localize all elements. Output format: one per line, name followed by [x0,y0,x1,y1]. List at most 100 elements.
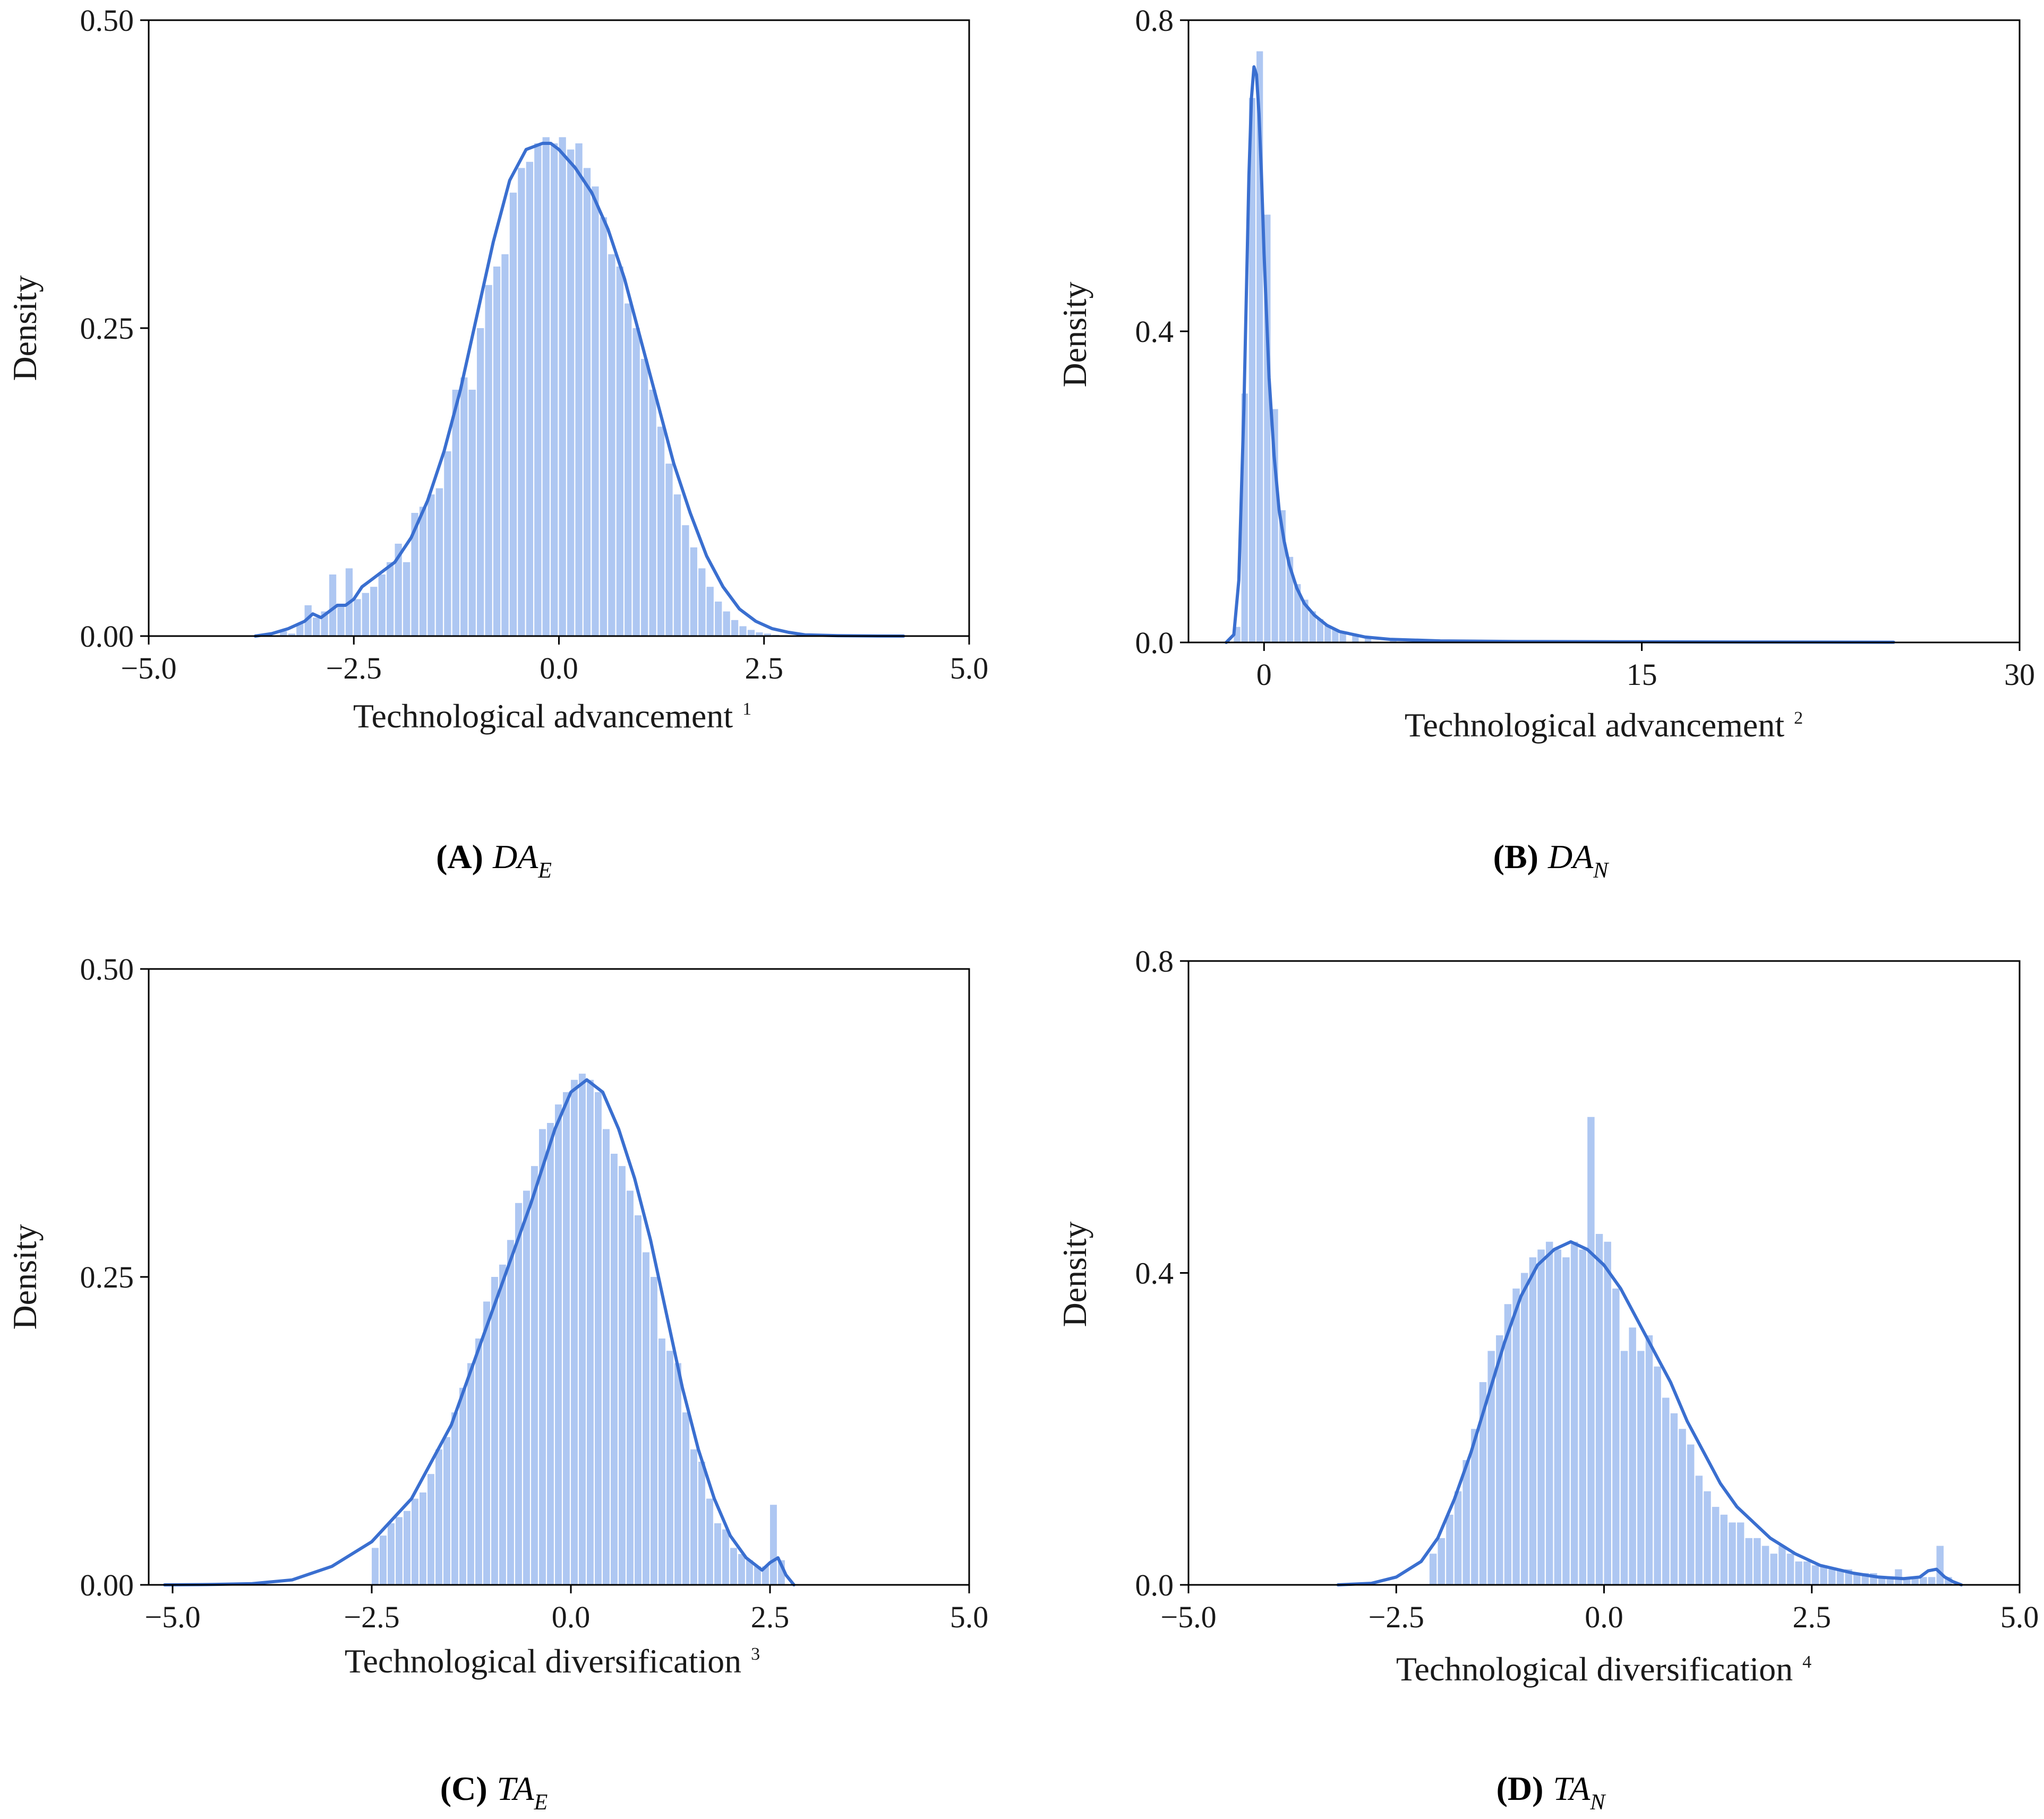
panel-d-xlabel: Technological diversification 4 [1396,1650,1811,1688]
panel-c-xtick-label: 2.5 [751,1600,790,1634]
panel-c-ylabel: Density [6,1224,44,1329]
panel-a-histogram-bar [690,547,697,636]
panel-a-ytick-label: 0.50 [80,3,134,38]
panel-c-caption-var: TA [497,1770,535,1807]
panel-c-histogram-bar [595,1092,602,1585]
panel-d-histogram-bar [1761,1546,1769,1585]
panel-c-histogram-bar [499,1264,506,1585]
panel-a-histogram-bar [485,285,492,636]
panel-c-xtick-label: 0.0 [552,1600,591,1634]
panel-a-xtick-label: −2.5 [326,651,382,685]
panel-d-ytick-label: 0.8 [1135,944,1174,979]
panel-c-histogram-bar [539,1129,546,1585]
panel-c-xtick-label: −5.0 [144,1600,200,1634]
panel-a-histogram-bar [592,186,599,636]
panel-a-histogram-bar [296,623,304,636]
panel-a-xtick-label: 0.0 [540,651,578,685]
panel-b-caption-sub: N [1593,859,1609,883]
panel-b-histogram-bar [1339,632,1346,642]
panel-c-histogram-bar [427,1474,434,1585]
panel-b-caption: (B) DAN [1493,838,1610,883]
panel-d-caption: (D) TAN [1496,1770,1606,1815]
panel-d-caption-var: TA [1553,1770,1590,1807]
panel-a-histogram-bar [616,267,623,636]
panel-b-caption-var: DA [1547,838,1594,876]
panel-c-histogram-bar [603,1129,610,1585]
panel-d-histogram-bar [1554,1249,1562,1585]
panel-c-histogram-bar [420,1492,426,1585]
panel-d-histogram-bar [1695,1475,1703,1585]
panel-a-histogram-bar [526,161,533,636]
panel-a-xtick-label: 5.0 [950,651,989,685]
panel-d-histogram-bar [1729,1522,1736,1585]
panel-b-xlabel-sup: 2 [1794,708,1803,728]
panel-a-histogram-bar [641,359,648,636]
panel-a-histogram-bar [583,168,591,636]
panel-d-histogram-bar [1579,1249,1587,1585]
panel-a-histogram-bar [682,525,689,636]
panel-a-caption: (A) DAE [436,838,552,883]
panel-a-histogram-bar [608,254,615,636]
panel-c-histogram-bar [714,1523,721,1585]
panel-a-histogram-bar [460,377,468,636]
panel-d-histogram-bar [1487,1351,1495,1585]
panel-c-plot-area [163,1074,796,1586]
panel-c-histogram-bar [555,1104,562,1585]
panel-c-kde-line [163,1078,796,1586]
panel-d-plot-area [1336,1117,1963,1586]
panel-c-histogram-bar [563,1092,570,1585]
panel-b-kde-line [1225,65,1895,644]
panel-d-histogram-bar [1570,1241,1578,1585]
panel-c-histogram-bar [690,1449,697,1585]
panel-d-histogram-bar [1620,1351,1628,1585]
panel-a-plot-area [253,137,905,638]
panel-a-histogram-bar [600,217,608,636]
panel-b-histogram-bar [1309,611,1316,642]
panel-b-histogram-bar [1316,619,1324,642]
panel-c-histogram-bar [547,1123,554,1585]
panel-a-histogram-bar [493,267,501,636]
panel-a-histogram-bar [649,390,656,636]
panel-b-histogram-bar [1286,556,1294,642]
panel-d-histogram-bar [1679,1429,1686,1585]
panel-c-histogram-bar [380,1535,387,1585]
panel-a-ytick-label: 0.25 [80,311,134,346]
panel-a-histogram-bar [501,254,509,636]
panel-d-histogram-bar [1795,1561,1802,1585]
panel-d-histogram-bar [1828,1569,1836,1585]
panel-b-xlabel-text: Technological advancement [1405,706,1784,744]
panel-a-histogram-bar [698,568,706,636]
panel-b-xlabel: Technological advancement 2 [1405,706,1803,744]
panel-a-histogram-bar [444,451,451,636]
panel-c-histogram-bar [682,1412,689,1585]
panel-c-histogram-bar [475,1338,482,1585]
panel-a-xlabel-text: Technological advancement [353,697,733,735]
panel-d-histogram-bar [1463,1460,1470,1585]
panel-a-histogram-bar [329,574,337,636]
panel-c-histogram-bar [404,1511,410,1585]
panel-d-kde-line [1336,1240,1963,1586]
panel-a-histogram-bar [378,574,386,636]
panel-a-ylabel: Density [6,275,44,381]
panel-a-caption-letter: (A) [436,838,483,876]
panel-a-xtick-label: 2.5 [745,651,784,685]
panel-c-histogram-bar [483,1301,490,1585]
panel-d-histogram-bar [1786,1554,1794,1585]
panel-d-xlabel-sup: 4 [1802,1652,1811,1672]
panel-d-histogram-bar [1595,1234,1603,1585]
panel-d-xtick-label: −5.0 [1160,1600,1216,1634]
panel-a-histogram-bar [362,593,369,636]
panel-c-histogram-bar [531,1166,538,1585]
panel-c-histogram-bar [651,1277,657,1585]
panel-b-histogram-bar [1302,599,1308,642]
panel-a-histogram-bar [518,168,525,636]
panel-d-histogram-bar [1562,1257,1570,1585]
panel-c-histogram-bar [643,1252,649,1585]
panel-d-caption-sub: N [1589,1790,1606,1815]
panel-c-histogram-bar [635,1215,642,1585]
panel-d-caption-letter: (D) [1496,1770,1544,1807]
panel-a-histogram-bar [288,633,295,636]
panel-c-histogram-bar [507,1240,514,1585]
panel-c-ytick-label: 0.00 [80,1568,134,1602]
